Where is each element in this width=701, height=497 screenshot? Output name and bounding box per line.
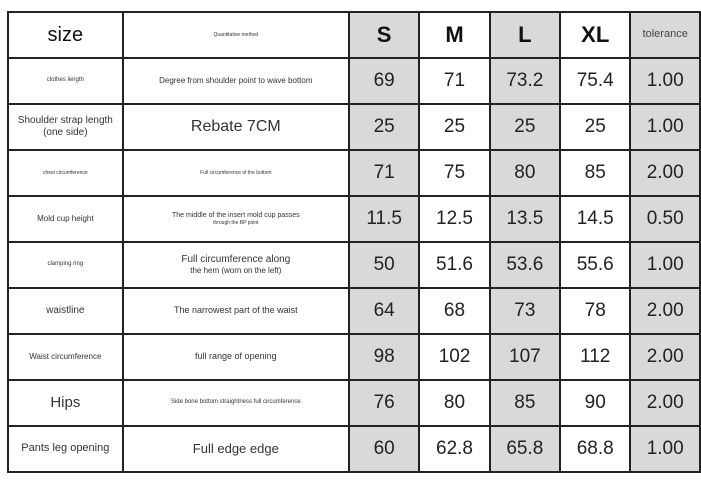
method-text: Full circumference along — [181, 253, 291, 265]
tolerance-value: 1.00 — [629, 103, 701, 151]
value-xl: 85 — [559, 149, 632, 197]
value-s: 71 — [347, 149, 421, 197]
tolerance-value: 1.00 — [629, 241, 701, 289]
value-l: 53.6 — [488, 241, 562, 289]
measurement-label: Waist circumference — [7, 333, 124, 381]
value-m: 25 — [418, 103, 491, 151]
measurement-method: full range of opening — [121, 333, 350, 381]
value-xl: 25 — [559, 103, 632, 151]
tolerance-value: 2.00 — [629, 379, 701, 427]
value-s: 25 — [347, 103, 421, 151]
measurement-label: clamping ring — [7, 241, 124, 289]
value-l: 73.2 — [488, 57, 562, 105]
measurement-method: The middle of the insert mold cup passes… — [121, 195, 350, 243]
value-s: 76 — [347, 379, 421, 427]
tolerance-value: 1.00 — [629, 57, 701, 105]
table-row: Shoulder strap length (one side) Rebate 7… — [7, 103, 701, 151]
value-m: 71 — [418, 57, 491, 105]
tolerance-value: 1.00 — [629, 425, 701, 473]
measurement-label: waistline — [7, 287, 124, 335]
method-text: Side bone bottom straightness full circu… — [170, 399, 301, 406]
value-m: 12.5 — [418, 195, 491, 243]
value-m: 75 — [418, 149, 491, 197]
value-m: 62.8 — [418, 425, 491, 473]
header-s: S — [347, 11, 421, 59]
value-l: 85 — [488, 379, 562, 427]
value-xl: 90 — [559, 379, 632, 427]
value-l: 13.5 — [488, 195, 562, 243]
value-l: 25 — [488, 103, 562, 151]
table-row: Waist circumference full range of opening… — [7, 333, 701, 381]
method-text: The narrowest part of the waist — [174, 305, 298, 316]
tolerance-value: 2.00 — [629, 333, 701, 381]
tolerance-value: 2.00 — [629, 149, 701, 197]
method-text: through the BP point — [213, 220, 259, 227]
value-m: 51.6 — [418, 241, 491, 289]
measurement-label: chest circumference — [7, 149, 124, 197]
measurement-method: Rebate 7CM — [121, 103, 350, 151]
header-l: L — [488, 11, 562, 59]
measurement-label: Mold cup height — [7, 195, 124, 243]
measurement-method: The narrowest part of the waist — [121, 287, 350, 335]
table-row: chest circumference Full circumference of… — [7, 149, 701, 197]
measurement-method: Full edge edge — [121, 425, 350, 473]
table-row: Mold cup height The middle of the insert … — [7, 195, 701, 243]
value-l: 80 — [488, 149, 562, 197]
header-m: M — [418, 11, 491, 59]
measurement-method: Degree from shoulder point to wave botto… — [121, 57, 350, 105]
value-s: 50 — [347, 241, 421, 289]
measurement-method: Side bone bottom straightness full circu… — [121, 379, 350, 427]
header-tolerance: tolerance — [629, 11, 701, 59]
table-row: waistline The narrowest part of the waist… — [7, 287, 701, 335]
value-xl: 55.6 — [559, 241, 632, 289]
method-text: Full edge edge — [192, 440, 279, 456]
table-row: clothes length Degree from shoulder point… — [7, 57, 701, 105]
measurement-label: Hips — [7, 379, 124, 427]
header-size: size — [7, 11, 124, 59]
header-xl: XL — [559, 11, 632, 59]
value-s: 60 — [347, 425, 421, 473]
method-text: Degree from shoulder point to wave botto… — [159, 76, 313, 85]
value-s: 69 — [347, 57, 421, 105]
value-xl: 75.4 — [559, 57, 632, 105]
value-xl: 112 — [559, 333, 632, 381]
method-text: The middle of the insert mold cup passes — [172, 211, 300, 219]
value-l: 73 — [488, 287, 562, 335]
value-s: 64 — [347, 287, 421, 335]
method-text: Rebate 7CM — [190, 118, 281, 135]
value-xl: 14.5 — [559, 195, 632, 243]
tolerance-value: 0.50 — [629, 195, 701, 243]
measurement-method: Full circumference of the bottom — [121, 149, 350, 197]
value-xl: 68.8 — [559, 425, 632, 473]
value-l: 65.8 — [488, 425, 562, 473]
header-method: Quantitative method — [121, 11, 350, 59]
measurement-method: Full circumference along the hem (worn on… — [121, 241, 350, 289]
value-l: 107 — [488, 333, 562, 381]
method-text: the hem (worn on the left) — [190, 266, 282, 276]
value-m: 80 — [418, 379, 491, 427]
tolerance-value: 2.00 — [629, 287, 701, 335]
header-row: size Quantitative method S M L XL tolera… — [7, 11, 701, 59]
measurement-label: Shoulder strap length (one side) — [7, 103, 124, 151]
table-row: Hips Side bone bottom straightness full c… — [7, 379, 701, 427]
value-s: 98 — [347, 333, 421, 381]
measurement-label: Pants leg opening — [7, 425, 124, 473]
table-row: clamping ring Full circumference along the… — [7, 241, 701, 289]
measurement-label: clothes length — [7, 57, 124, 105]
value-s: 11.5 — [347, 195, 421, 243]
method-text: Full circumference of the bottom — [200, 169, 272, 176]
size-chart-table: size Quantitative method S M L XL tolera… — [7, 11, 701, 473]
method-text: full range of opening — [195, 351, 277, 362]
value-m: 102 — [418, 333, 491, 381]
value-xl: 78 — [559, 287, 632, 335]
value-m: 68 — [418, 287, 491, 335]
table-row: Pants leg opening Full edge edge 60 62.8 65.… — [7, 425, 701, 473]
